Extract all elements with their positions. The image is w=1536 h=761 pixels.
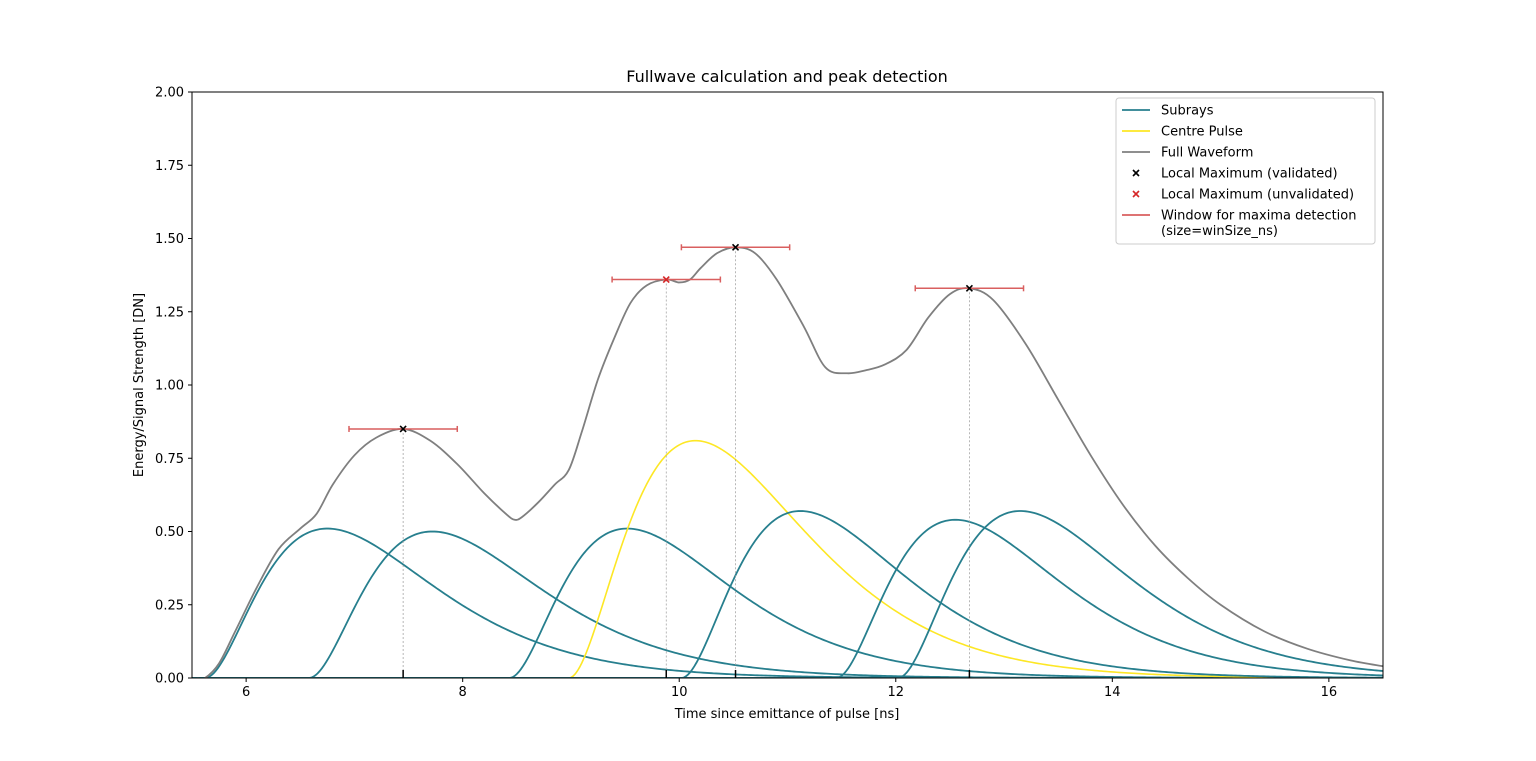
- legend-label: Full Waveform: [1161, 146, 1253, 161]
- x-tick-label: 10: [671, 685, 688, 700]
- subray-line: [192, 510, 1383, 678]
- y-tick-label: 0.25: [155, 598, 184, 613]
- legend-entry: Window for maxima detection(size=winSize…: [1122, 209, 1357, 239]
- legend-label: Local Maximum (unvalidated): [1161, 188, 1354, 203]
- validated-maximum-marker: [965, 284, 973, 292]
- validated-maximum-marker: [731, 243, 740, 251]
- y-axis: 0.00 0.25 0.50 0.75 1.00 1.25 1.50 1.75 2.00: [155, 86, 192, 687]
- legend-entry: Full Waveform: [1122, 146, 1253, 161]
- x-tick-label: 6: [242, 685, 250, 700]
- unvalidated-maximum-marker: [662, 275, 670, 284]
- subray-line: [192, 510, 1383, 678]
- y-tick-label: 0.00: [155, 672, 184, 687]
- y-tick-label: 0.50: [155, 525, 184, 540]
- legend: Subrays Centre Pulse Full Waveform Local Ma…: [1115, 97, 1376, 245]
- legend-entry: Centre Pulse: [1122, 125, 1243, 140]
- y-axis-label: Energy/Signal Strength [DN]: [132, 293, 147, 477]
- full-waveform-line: [197, 246, 1383, 678]
- x-axis-label: Time since emittance of pulse [ns]: [674, 707, 900, 722]
- legend-label: Local Maximum (validated): [1161, 167, 1338, 182]
- validated-maximum-marker: [399, 425, 407, 433]
- x-tick-label: 12: [887, 685, 904, 700]
- x-tick-label: 14: [1104, 685, 1121, 700]
- y-tick-label: 0.75: [155, 452, 184, 467]
- x-axis: 6 8 10 12 14 16: [242, 678, 1337, 700]
- legend-label: Subrays: [1161, 104, 1214, 119]
- subray-line: [192, 518, 1383, 678]
- y-tick-label: 1.00: [155, 379, 184, 394]
- legend-label: Centre Pulse: [1161, 125, 1243, 140]
- x-tick-label: 8: [459, 685, 467, 700]
- chart-title: Fullwave calculation and peak detection: [626, 67, 948, 86]
- y-tick-label: 1.75: [155, 159, 184, 174]
- y-tick-label: 2.00: [155, 86, 184, 101]
- x-tick-label: 16: [1321, 685, 1338, 700]
- legend-label: Window for maxima detection: [1161, 209, 1357, 224]
- legend-entry: Local Maximum (unvalidated): [1132, 188, 1354, 203]
- legend-box: [1115, 97, 1376, 245]
- legend-label-line2: (size=winSize_ns): [1161, 224, 1278, 239]
- y-tick-label: 1.50: [155, 232, 184, 247]
- y-tick-label: 1.25: [155, 305, 184, 320]
- legend-entry: Subrays: [1122, 104, 1214, 119]
- legend-entry: Local Maximum (validated): [1132, 167, 1338, 182]
